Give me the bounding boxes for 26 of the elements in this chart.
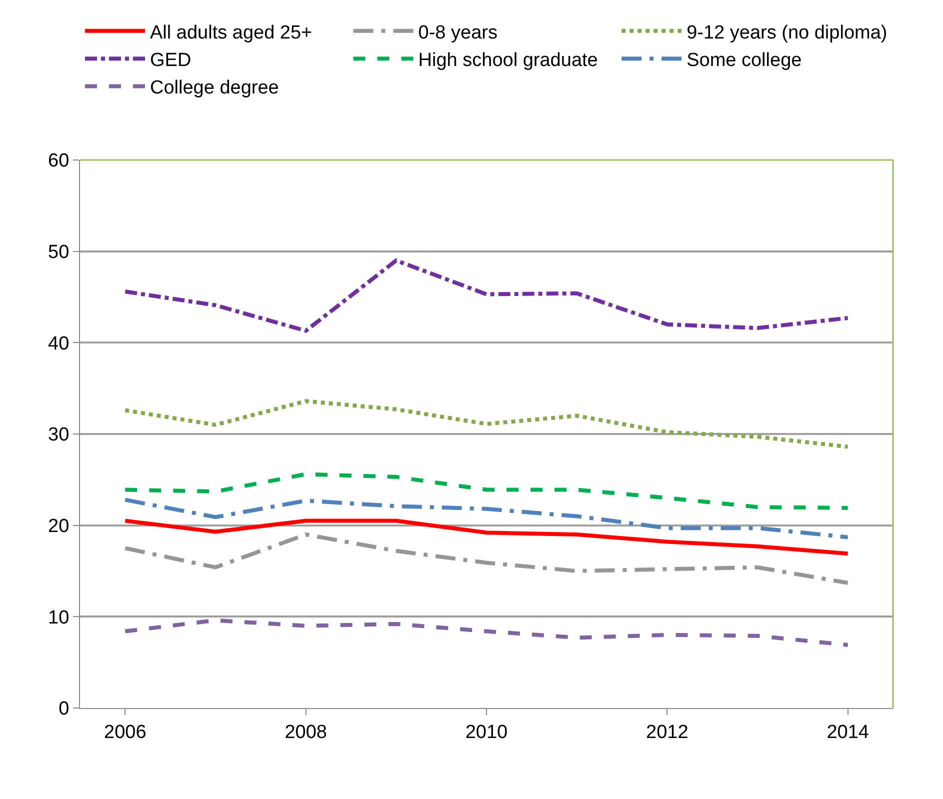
line-series [123, 618, 850, 647]
legend-label: High school graduate [418, 50, 598, 71]
y-tick-label: 60 [48, 150, 70, 172]
y-tick-label: 50 [48, 242, 70, 263]
x-tick-label: 2008 [284, 722, 327, 743]
legend-label: College degree [150, 78, 279, 99]
line-series [123, 399, 850, 449]
line-series [123, 258, 850, 333]
y-tick-label: 40 [48, 333, 70, 354]
line-series [123, 472, 850, 510]
x-tick-label: 2006 [104, 722, 146, 743]
legend-label: Some college [686, 50, 802, 71]
legend-label: 9-12 years (no diploma) [686, 22, 888, 44]
line-series [123, 532, 850, 585]
y-tick-label: 0 [58, 698, 70, 720]
y-tick-label: 20 [48, 516, 70, 537]
legend-label: GED [150, 50, 192, 71]
x-tick-label: 2010 [465, 722, 508, 743]
x-tick-label: 2012 [646, 722, 688, 743]
legend-label: All adults aged 25+ [150, 22, 312, 44]
y-tick-label: 10 [48, 607, 70, 628]
line-series [123, 498, 850, 540]
x-tick-label: 2014 [826, 722, 870, 743]
legend-label: 0-8 years [418, 22, 498, 44]
y-tick-label: 30 [48, 424, 70, 446]
line-series [123, 518, 850, 556]
